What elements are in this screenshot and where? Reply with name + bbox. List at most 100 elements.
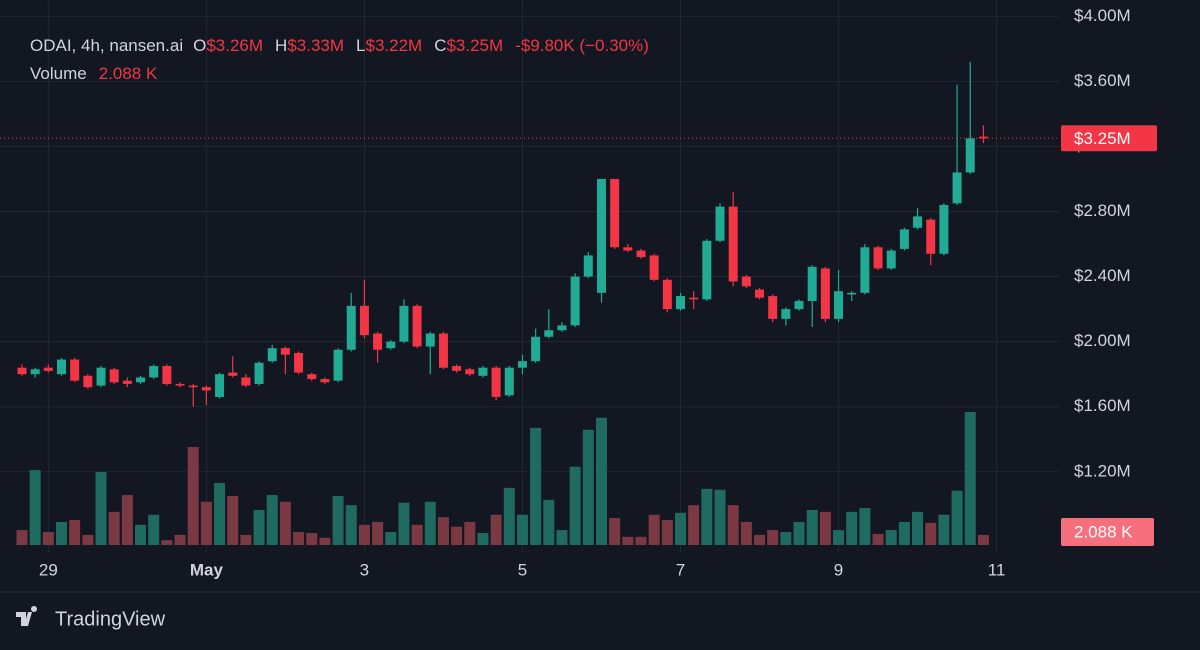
volume-bar bbox=[898, 521, 910, 545]
volume-bar bbox=[938, 514, 950, 545]
volume-bar bbox=[701, 488, 713, 545]
legend-line: ODAI, 4h, nansen.ai O$3.26M H$3.33M L$3.22M… bbox=[30, 36, 649, 55]
last-price-label: $3.25M bbox=[1074, 129, 1131, 148]
candle-body bbox=[149, 366, 159, 378]
volume-bar bbox=[266, 495, 278, 545]
volume-bar bbox=[569, 466, 581, 545]
ohlc-value: $3.25M bbox=[446, 36, 503, 55]
candle-body bbox=[899, 229, 909, 249]
candle-body bbox=[596, 178, 606, 293]
candle-body bbox=[452, 366, 462, 371]
volume-bar bbox=[490, 514, 502, 545]
volume-bar bbox=[727, 505, 739, 545]
candle-body bbox=[926, 219, 936, 254]
volume-bar bbox=[516, 514, 528, 545]
candle-body bbox=[978, 136, 988, 139]
candle-body bbox=[517, 361, 527, 368]
candle-body bbox=[504, 367, 514, 396]
volume-bar bbox=[819, 511, 831, 545]
volume-name: Volume bbox=[30, 64, 87, 83]
volume-bar bbox=[846, 511, 858, 545]
x-tick-label: 9 bbox=[834, 560, 843, 579]
symbol: ODAI, 4h, nansen.ai bbox=[30, 36, 183, 55]
volume-bar bbox=[121, 495, 133, 545]
volume-bar bbox=[793, 521, 805, 545]
volume-bar bbox=[227, 496, 239, 545]
candle-body bbox=[399, 305, 409, 342]
volume-bar bbox=[714, 489, 726, 545]
volume-bar bbox=[240, 534, 252, 545]
candle-body bbox=[689, 297, 699, 300]
ohlc-key: O bbox=[193, 36, 206, 55]
candle-body bbox=[636, 250, 646, 258]
candle-body bbox=[676, 296, 685, 310]
volume-bar bbox=[859, 508, 871, 545]
candle-body bbox=[294, 353, 304, 373]
candle-body bbox=[755, 289, 765, 298]
candle-body bbox=[702, 240, 712, 300]
volume-bar bbox=[675, 512, 686, 545]
volume-bar bbox=[95, 472, 107, 545]
candle-body bbox=[952, 172, 962, 204]
volume-bar bbox=[200, 501, 212, 545]
volume-bar bbox=[543, 499, 555, 545]
volume-bar bbox=[767, 530, 779, 545]
volume-bar bbox=[595, 417, 607, 545]
volume-tag-label: 2.088 K bbox=[1074, 522, 1133, 541]
volume-bar bbox=[740, 521, 752, 545]
volume-bar bbox=[503, 487, 515, 545]
candle-body bbox=[70, 359, 80, 381]
ohlc-value: $3.26M bbox=[206, 36, 263, 55]
candle-body bbox=[122, 380, 132, 384]
x-tick-label: 7 bbox=[676, 560, 685, 579]
volume-legend: Volume 2.088 K bbox=[30, 64, 158, 83]
candle-body bbox=[820, 268, 830, 319]
volume-bar bbox=[42, 532, 54, 545]
candle-body bbox=[188, 385, 198, 388]
candle-body bbox=[201, 387, 211, 391]
volume-bar bbox=[688, 505, 700, 545]
volume-bar bbox=[648, 514, 660, 545]
candle-body bbox=[847, 292, 857, 295]
volume-bar bbox=[661, 520, 673, 545]
volume-bar bbox=[530, 427, 542, 545]
candle-body bbox=[57, 359, 67, 375]
candle-body bbox=[333, 349, 343, 381]
volume-bar bbox=[872, 533, 884, 545]
volume-bar bbox=[780, 532, 792, 545]
volume-bar bbox=[293, 532, 305, 545]
volume-bar bbox=[609, 518, 621, 545]
candle-body bbox=[491, 367, 501, 397]
change: -$9.80K (−0.30%) bbox=[515, 36, 649, 55]
volume-bar bbox=[964, 411, 976, 545]
ohlc-key: L bbox=[356, 36, 365, 55]
candle-body bbox=[570, 276, 580, 326]
volume-bar bbox=[977, 534, 989, 545]
volume-bar bbox=[345, 505, 357, 545]
candle-body bbox=[557, 325, 567, 331]
candle-body bbox=[425, 333, 435, 347]
candle-body bbox=[83, 375, 93, 388]
candle-body bbox=[478, 367, 488, 376]
volume-bar bbox=[108, 511, 120, 545]
volume-bar bbox=[358, 524, 370, 545]
volume-value: 2.088 K bbox=[99, 64, 158, 83]
y-tick-label: $1.60M bbox=[1074, 396, 1131, 415]
candle-body bbox=[649, 255, 659, 280]
candle-body bbox=[320, 379, 330, 383]
candle-body bbox=[412, 305, 422, 347]
ohlc-value: $3.33M bbox=[287, 36, 344, 55]
candle-body bbox=[623, 247, 633, 251]
candle-body bbox=[280, 348, 290, 355]
ohlc-key: H bbox=[275, 36, 287, 55]
volume-tag bbox=[1061, 518, 1154, 546]
volume-bar bbox=[135, 524, 147, 545]
volume-bar bbox=[174, 534, 186, 545]
candle-body bbox=[860, 247, 870, 293]
candle-body bbox=[162, 366, 172, 384]
tradingview-logo: TradingView bbox=[16, 606, 166, 630]
candle-body bbox=[715, 206, 725, 241]
candle-body bbox=[43, 367, 53, 371]
candle-body bbox=[241, 377, 251, 386]
